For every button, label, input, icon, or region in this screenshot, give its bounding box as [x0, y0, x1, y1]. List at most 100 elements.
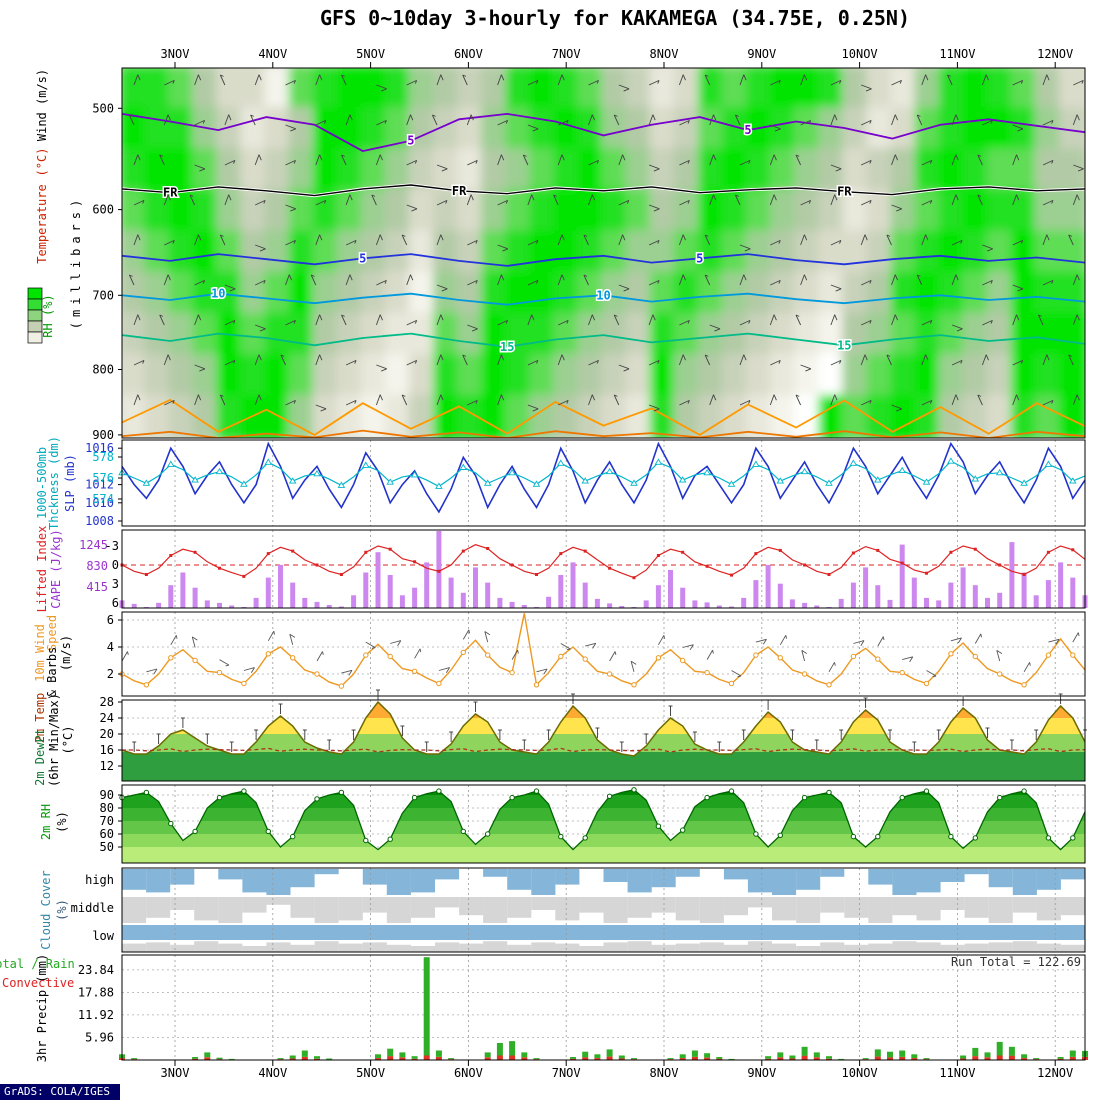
svg-text:12NOV: 12NOV [1037, 1066, 1073, 1080]
svg-text:2m DewPt: 2m DewPt [33, 728, 47, 786]
svg-text:10NOV: 10NOV [842, 1066, 878, 1080]
svg-text:10NOV: 10NOV [842, 47, 878, 61]
svg-text:10: 10 [211, 287, 225, 301]
chart-title: GFS 0~10day 3-hourly for KAKAMEGA (34.75… [319, 6, 910, 30]
svg-text:10: 10 [596, 288, 610, 302]
svg-text:(°C): (°C) [61, 726, 75, 755]
svg-text:5: 5 [407, 134, 414, 148]
svg-text:2m Temp: 2m Temp [33, 693, 47, 744]
svg-text:15: 15 [500, 340, 514, 354]
svg-text:800: 800 [92, 363, 114, 377]
svg-text:6NOV: 6NOV [454, 1066, 483, 1080]
svg-text:low: low [92, 929, 114, 943]
svg-text:FR: FR [452, 184, 467, 198]
svg-text:middle: middle [71, 901, 114, 915]
svg-text:9NOV: 9NOV [747, 47, 776, 61]
svg-text:16: 16 [100, 743, 114, 757]
svg-text:8NOV: 8NOV [650, 47, 679, 61]
svg-text:6: 6 [107, 613, 114, 627]
svg-text:1016: 1016 [85, 441, 114, 455]
svg-text:90: 90 [100, 788, 114, 802]
svg-text:Lifted Index: Lifted Index [35, 526, 49, 613]
svg-text:576: 576 [92, 471, 114, 485]
svg-text:1008: 1008 [85, 514, 114, 528]
svg-text:415: 415 [86, 580, 108, 594]
svg-text:(millibars): (millibars) [69, 195, 83, 329]
svg-text:8NOV: 8NOV [650, 1066, 679, 1080]
svg-text:80: 80 [100, 801, 114, 815]
svg-text:23.84: 23.84 [78, 963, 114, 977]
svg-text:5.96: 5.96 [85, 1031, 114, 1045]
svg-text:Speed: Speed [45, 615, 59, 651]
svg-text:500: 500 [92, 101, 114, 115]
svg-text:50: 50 [100, 840, 114, 854]
svg-text:3hr Precip (mm): 3hr Precip (mm) [35, 954, 49, 1062]
svg-text:-3: -3 [105, 539, 119, 553]
svg-text:15: 15 [837, 338, 851, 352]
svg-text:5: 5 [359, 251, 366, 265]
svg-text:4NOV: 4NOV [258, 47, 287, 61]
svg-text:CAPE (J/kg): CAPE (J/kg) [49, 529, 63, 608]
svg-text:4: 4 [107, 640, 114, 654]
svg-text:(6hr Min/Max): (6hr Min/Max) [47, 693, 61, 787]
svg-text:574: 574 [92, 492, 114, 506]
svg-text:2: 2 [107, 667, 114, 681]
svg-text:6NOV: 6NOV [454, 47, 483, 61]
svg-text:5NOV: 5NOV [356, 47, 385, 61]
svg-text:2m RH: 2m RH [39, 804, 53, 840]
svg-text:Wind (m/s): Wind (m/s) [35, 69, 49, 141]
svg-text:FR: FR [163, 186, 178, 200]
svg-text:FR: FR [837, 185, 852, 199]
svg-text:Run Total = 122.69: Run Total = 122.69 [951, 955, 1081, 969]
svg-text:1010: 1010 [85, 496, 114, 510]
cloud-cover-panel: high middle low Cloud Cover (%) [39, 867, 1086, 953]
svg-text:(m/s): (m/s) [59, 635, 73, 671]
slp-thickness-panel: 1016 1012 1010 1008 578 576 574 1000-500mbThckn… [35, 436, 1086, 530]
svg-text:Total / Rain: Total / Rain [0, 957, 75, 971]
svg-text:6: 6 [112, 596, 119, 610]
svg-text:900: 900 [92, 428, 114, 442]
svg-text:0: 0 [112, 558, 119, 572]
svg-text:Temperature: Temperature [35, 184, 49, 263]
svg-text:10m Wind: 10m Wind [33, 624, 47, 682]
svg-text:(°C): (°C) [35, 148, 49, 177]
svg-text:70: 70 [100, 814, 114, 828]
svg-text:11.92: 11.92 [78, 1008, 114, 1022]
svg-text:830: 830 [86, 559, 108, 573]
svg-text:5: 5 [696, 251, 703, 265]
svg-text:28: 28 [100, 695, 114, 709]
svg-text:SLP (mb): SLP (mb) [63, 454, 77, 512]
svg-text:578: 578 [92, 450, 114, 464]
svg-text:5NOV: 5NOV [356, 1066, 385, 1080]
svg-text:& Barbs: & Barbs [45, 647, 59, 698]
svg-text:600: 600 [92, 203, 114, 217]
svg-text:700: 700 [92, 288, 114, 302]
upper-air-panel: 5 5 FR FR FR 5 5 10 10 15 15 500 600 700 800 900 Wind (m… [27, 67, 1086, 442]
svg-text:11NOV: 11NOV [939, 1066, 975, 1080]
svg-text:60: 60 [100, 827, 114, 841]
svg-text:1012: 1012 [85, 478, 114, 492]
svg-text:20: 20 [100, 727, 114, 741]
svg-text:(%): (%) [55, 899, 69, 921]
date-axis: 3NOV 3NOV 4NOV 4NOV 5NOV 5NOV 6NOV 6NOV 7NOV 7NOV… [161, 47, 1074, 1080]
grads-credit-badge: GrADS: COLA/IGES [0, 1084, 120, 1100]
svg-text:high: high [85, 873, 114, 887]
svg-text:5: 5 [744, 123, 751, 137]
svg-text:24: 24 [100, 711, 114, 725]
svg-text:(%): (%) [55, 811, 69, 833]
svg-text:3NOV: 3NOV [161, 47, 190, 61]
cape-lifted-index-panel: 1245 830 415 -3 0 3 6 Lifted Index CAPE (J/kg) [35, 526, 1088, 613]
svg-text:Cloud Cover: Cloud Cover [39, 870, 53, 949]
svg-text:12: 12 [100, 759, 114, 773]
svg-text:Thckness (dm): Thckness (dm) [47, 436, 61, 530]
svg-text:7NOV: 7NOV [552, 1066, 581, 1080]
svg-text:12NOV: 12NOV [1037, 47, 1073, 61]
svg-text:9NOV: 9NOV [747, 1066, 776, 1080]
svg-text:Convective: Convective [2, 976, 74, 990]
svg-text:7NOV: 7NOV [552, 47, 581, 61]
